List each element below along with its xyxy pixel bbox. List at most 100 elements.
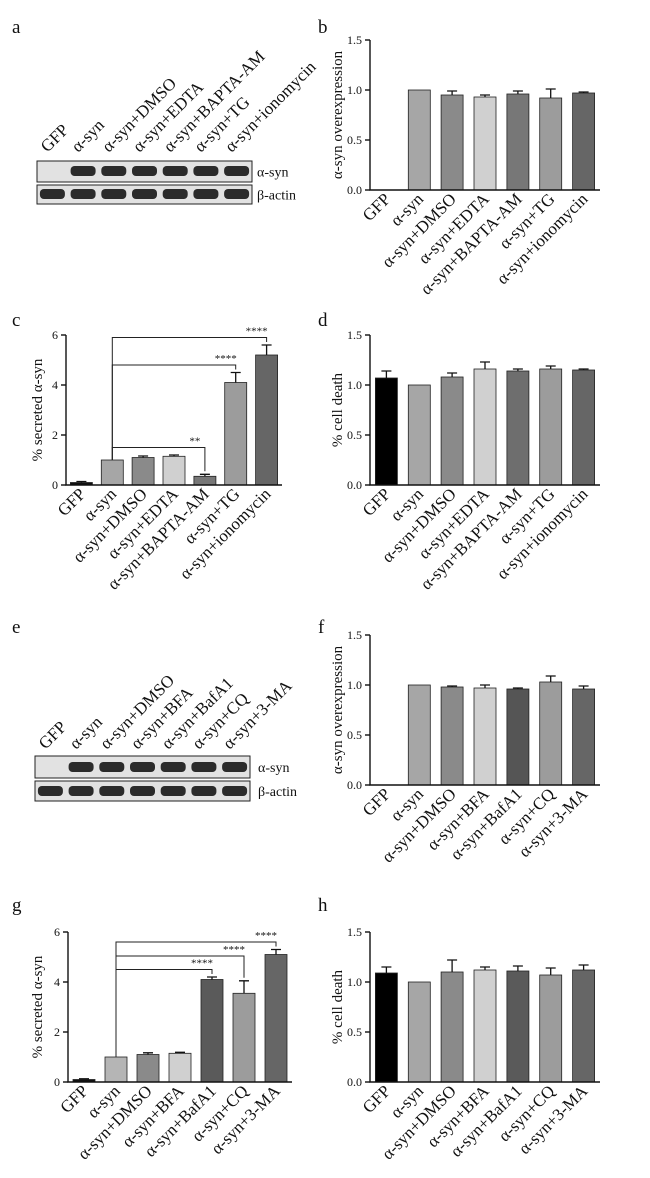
bar <box>100 459 124 486</box>
significance-label: ** <box>189 436 200 448</box>
bar <box>193 475 217 486</box>
blot-band <box>37 786 63 796</box>
y-tick-label: 4 <box>54 975 60 989</box>
bar <box>506 970 530 1083</box>
y-tick-label: 2 <box>54 1025 60 1039</box>
error-bar <box>512 965 523 971</box>
panel-label: h <box>318 895 328 916</box>
significance-label: **** <box>255 930 277 942</box>
blot-row-label: α-syn <box>257 166 288 181</box>
y-tick-label: 0.0 <box>347 1075 362 1089</box>
panel-label: g <box>12 895 22 916</box>
bar <box>506 370 530 486</box>
error-bar <box>76 480 87 483</box>
error-bar <box>512 368 523 371</box>
bar <box>232 992 256 1083</box>
blot-band <box>101 166 127 176</box>
y-tick-label: 6 <box>52 328 58 342</box>
blot-band <box>162 166 188 176</box>
significance-bracket <box>115 941 277 1057</box>
bar <box>136 1054 160 1083</box>
bar <box>539 97 563 191</box>
error-bar <box>545 88 556 98</box>
error-bar <box>545 967 556 975</box>
error-bar <box>79 1078 89 1080</box>
blot-band <box>224 166 250 176</box>
bar <box>407 981 431 1083</box>
panel-label: f <box>318 617 325 638</box>
y-tick-label: 1.5 <box>347 628 362 642</box>
y-tick-label: 0.0 <box>347 778 362 792</box>
panel-label: a <box>12 17 21 38</box>
y-tick-label: 4 <box>52 378 58 392</box>
y-tick-label: 6 <box>54 925 60 939</box>
lane-label: α-syn <box>65 712 106 753</box>
blot-band <box>70 189 96 199</box>
blot-band <box>132 166 157 176</box>
blot-band <box>99 762 125 772</box>
blot-band <box>162 189 188 199</box>
error-bar <box>512 90 523 94</box>
error-bar <box>545 675 556 682</box>
bar <box>440 686 464 786</box>
bar-chart-panel-h: h0.00.51.01.5% cell deathGFPα-synα-syn+D… <box>318 895 600 1163</box>
error-bar <box>175 1051 185 1054</box>
bar <box>539 368 563 486</box>
error-bar <box>271 948 281 955</box>
y-tick-label: 1.5 <box>347 328 362 342</box>
y-tick-label: 0.5 <box>347 728 362 742</box>
error-bar <box>578 91 589 93</box>
y-tick-label: 1.0 <box>347 678 362 692</box>
western-blot-panel-e: eGFPα-synα-syn+DMSOα-syn+BFAα-syn+BafA1α… <box>12 617 297 802</box>
error-bar <box>447 685 458 687</box>
blot-band <box>132 189 157 199</box>
panel-label: b <box>318 17 328 38</box>
error-bar <box>381 370 392 378</box>
error-bar <box>207 976 217 980</box>
bar <box>440 376 464 486</box>
bar <box>572 369 595 486</box>
blot-band <box>193 189 219 199</box>
error-bar <box>143 1052 153 1055</box>
y-tick-label: 2 <box>52 428 58 442</box>
error-bar <box>199 473 210 477</box>
y-tick-label: 0.5 <box>347 428 362 442</box>
bar <box>162 455 186 486</box>
blot-band <box>101 189 127 199</box>
bar <box>168 1052 192 1083</box>
y-tick-label: 0.5 <box>347 133 362 147</box>
bar <box>440 94 464 191</box>
blot-row-label: β-actin <box>257 189 296 204</box>
lane-label: α-syn <box>67 115 108 156</box>
bar <box>572 688 595 786</box>
y-tick-label: 0 <box>54 1075 60 1089</box>
bar <box>407 384 431 486</box>
y-axis-label: % secreted α-syn <box>30 955 46 1058</box>
error-bar <box>230 371 241 383</box>
bar <box>131 457 155 486</box>
error-bar <box>578 964 589 970</box>
blot-band <box>68 762 94 772</box>
y-tick-label: 1.5 <box>347 33 362 47</box>
y-axis-label: α-syn overexpression <box>330 50 346 179</box>
bar <box>539 974 563 1083</box>
bar <box>473 368 497 486</box>
bar-chart-panel-f: f0.00.51.01.5α-syn overexpressionGFPα-sy… <box>318 617 600 866</box>
y-tick-label: 1.0 <box>347 378 362 392</box>
blot-band <box>222 786 248 796</box>
blot-row-label: β-actin <box>258 785 297 800</box>
bar <box>473 96 497 191</box>
blot-band <box>222 762 248 772</box>
y-axis-label: % secreted α-syn <box>30 358 46 461</box>
blot-band <box>193 166 219 176</box>
error-bar <box>447 90 458 95</box>
bar <box>572 92 595 191</box>
y-tick-label: 0.0 <box>347 183 362 197</box>
bar <box>473 969 497 1083</box>
significance-label: **** <box>246 326 268 338</box>
significance-label: **** <box>223 944 245 956</box>
significance-bracket <box>115 969 213 1057</box>
error-bar <box>480 966 490 970</box>
